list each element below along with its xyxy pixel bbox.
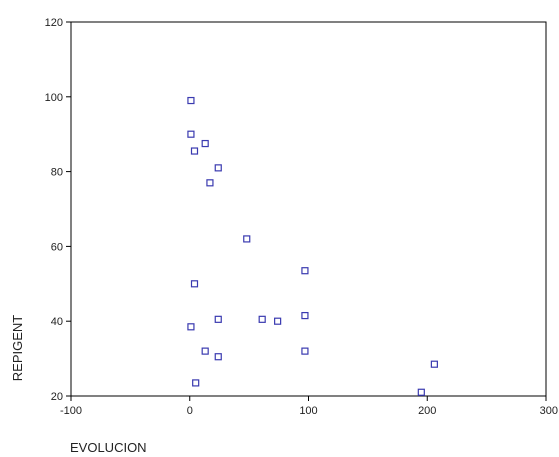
y-tick-label: 60 — [51, 241, 63, 253]
data-point — [214, 353, 222, 361]
y-tick-label: 40 — [51, 316, 63, 328]
data-point — [243, 235, 251, 243]
x-axis-title: EVOLUCION — [70, 440, 147, 455]
data-point — [214, 164, 222, 172]
data-point — [187, 323, 195, 331]
data-point — [190, 280, 199, 288]
data-point — [192, 379, 200, 387]
y-axis: 20 40 60 80 100 120 — [45, 17, 71, 403]
x-tick-label: 0 — [187, 405, 193, 417]
data-point — [206, 179, 214, 187]
y-tick-label: 120 — [45, 17, 63, 29]
y-tick-label: 80 — [51, 167, 63, 179]
data-point — [187, 96, 195, 105]
data-point — [201, 139, 209, 148]
data-point — [417, 388, 425, 396]
data-point — [301, 347, 309, 355]
data-point — [187, 130, 195, 138]
data-point — [301, 267, 309, 275]
data-point — [301, 311, 309, 320]
data-point — [214, 315, 222, 323]
x-tick-label: 100 — [299, 405, 317, 417]
x-tick-label: -100 — [60, 405, 82, 417]
x-tick-label: 200 — [418, 405, 436, 417]
data-point — [274, 317, 282, 325]
data-point — [430, 360, 438, 368]
y-axis-title: REPIGENT — [10, 315, 25, 382]
data-point — [258, 315, 266, 323]
data-point — [190, 147, 199, 155]
x-tick-label: 300 — [540, 405, 558, 417]
data-points — [187, 96, 438, 396]
data-point — [201, 347, 209, 355]
plot-area — [70, 21, 547, 397]
x-axis: -100 0 100 200 300 — [60, 396, 558, 417]
y-tick-label: 20 — [51, 391, 63, 403]
y-tick-label: 100 — [45, 92, 63, 104]
